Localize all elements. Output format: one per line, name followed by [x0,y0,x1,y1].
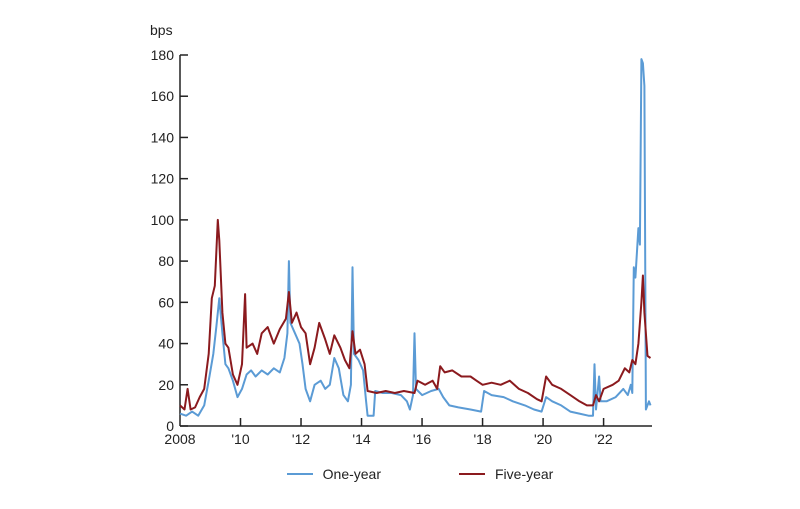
line-chart: bps 0 20 40 60 80 100 120 140 160 180 2008 '10 '12 '… [150,22,652,447]
legend-swatch-one-year [286,473,313,475]
y-axis-unit-label: bps [150,22,173,38]
x-tick-label: 2008 [164,431,195,447]
series-layer [179,58,652,417]
x-tick-label: '14 [352,431,370,447]
y-axis: 0 20 40 60 80 100 120 140 160 180 [151,47,188,434]
legend-swatch-five-year [459,473,485,475]
series-line-one-year [179,58,652,417]
x-tick-label: '22 [594,431,612,447]
x-tick-label: '16 [413,431,431,447]
y-tick-label: 80 [158,253,174,269]
y-tick-label: 120 [151,171,175,187]
y-tick-label: 40 [158,336,174,352]
y-tick-label: 60 [158,294,174,310]
x-tick-label: '10 [231,431,249,447]
y-tick-label: 0 [166,418,174,434]
x-tick-label: '20 [534,431,552,447]
legend-item-one-year: One-year [286,466,381,482]
legend-label-five-year: Five-year [495,466,554,482]
y-tick-label: 160 [151,88,175,104]
x-tick-label: '18 [473,431,491,447]
y-tick-label: 100 [151,212,175,228]
y-tick-label: 20 [158,377,174,393]
series-line-five-year [179,218,652,411]
legend: One-year Five-year [0,466,800,482]
x-axis: 2008 '10 '12 '14 '16 '18 '20 '22 [164,418,652,447]
y-tick-label: 140 [151,129,175,145]
y-tick-label: 180 [151,47,175,63]
x-tick-label: '12 [292,431,310,447]
legend-item-five-year: Five-year [459,466,553,482]
legend-label-one-year: One-year [322,466,381,482]
